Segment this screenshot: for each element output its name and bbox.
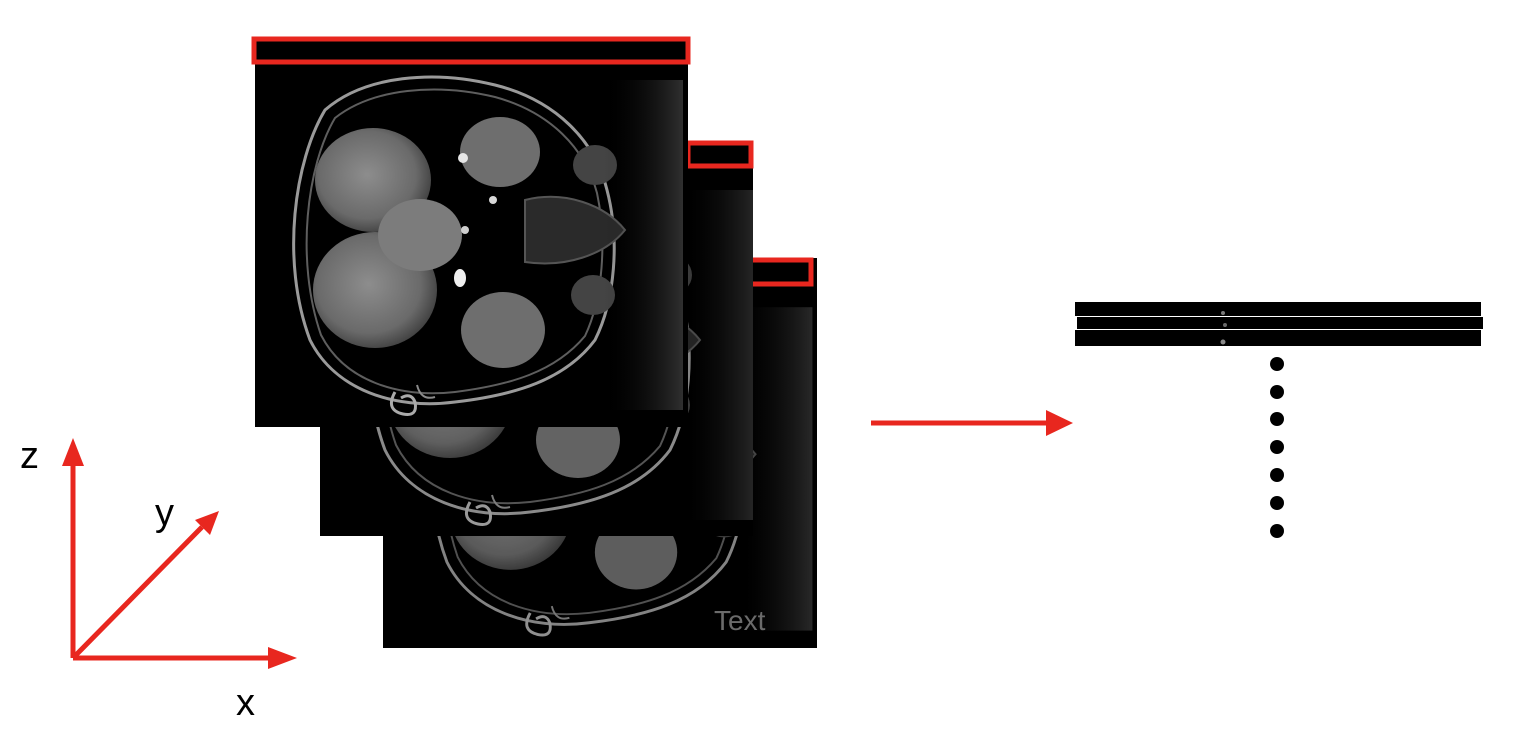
row-strip-3: [1075, 330, 1481, 346]
y-axis-label: y: [155, 492, 174, 534]
slice-watermark: Text: [714, 605, 766, 636]
z-arrow-head: [62, 438, 84, 466]
extracted-rows: [1075, 302, 1483, 346]
x-arrow-head: [268, 647, 297, 669]
mri-slice-front: [255, 40, 688, 427]
slice-stack: Text: [251, 36, 817, 648]
x-axis-label: x: [236, 682, 255, 724]
right-arrow-icon: [871, 410, 1073, 436]
row-strip-1: [1075, 302, 1481, 316]
vertical-ellipsis-icon: [1270, 357, 1284, 538]
slice-front-row-highlight: [251, 36, 691, 65]
row-strip-2: [1077, 317, 1483, 329]
y-arrow-head: [195, 511, 219, 535]
z-axis-label: z: [20, 435, 39, 477]
coordinate-axes: z y x: [20, 435, 297, 724]
